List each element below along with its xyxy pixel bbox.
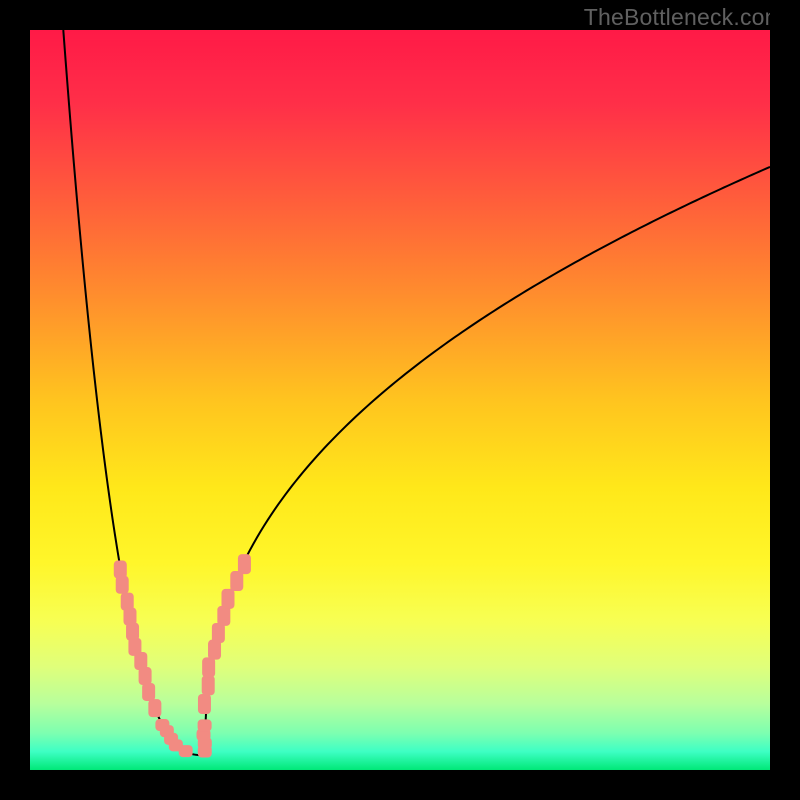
plot-area [30,30,770,770]
data-marker [198,694,211,714]
curve-layer [30,30,770,770]
watermark-text: TheBottleneck.com [584,4,784,31]
data-marker [148,699,161,717]
stage: TheBottleneck.com [0,0,800,800]
data-marker [202,657,215,677]
bottleneck-curve [63,30,770,755]
data-marker [212,623,225,643]
data-marker [155,719,169,731]
data-marker [142,683,155,701]
data-marker [238,554,251,574]
data-marker [221,589,234,609]
data-marker [198,719,212,731]
data-marker [114,561,127,579]
data-marker [121,593,134,611]
data-marker [202,675,215,695]
marker-group [114,554,251,757]
